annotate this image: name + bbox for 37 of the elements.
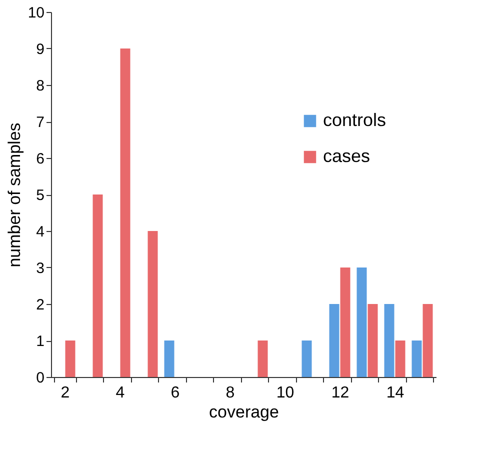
bar — [329, 304, 340, 377]
x-tick-label: 2 — [60, 384, 70, 402]
x-axis-title: coverage — [209, 402, 279, 422]
y-tick-label: 1 — [36, 333, 44, 350]
x-tick-label: 10 — [276, 384, 294, 402]
bar — [120, 48, 130, 377]
bar — [412, 340, 422, 377]
y-tick-label: 2 — [36, 296, 44, 314]
x-tick-label: 6 — [170, 384, 180, 402]
y-tick-label: 10 — [28, 4, 44, 22]
y-tick-label: 8 — [36, 78, 44, 94]
bar — [356, 268, 367, 377]
y-axis-title: number of samples — [4, 122, 24, 268]
legend-label: controls — [323, 110, 386, 130]
x-tick-label: 4 — [116, 384, 125, 402]
y-tick-label: 3 — [36, 260, 44, 277]
bar — [65, 340, 76, 377]
y-tick-label: 0 — [36, 370, 44, 386]
bar — [302, 340, 312, 377]
x-tick-label: 8 — [226, 384, 235, 402]
legend-label: cases — [323, 146, 370, 166]
y-tick-label: 4 — [36, 224, 44, 240]
bar — [340, 268, 350, 377]
bar — [164, 340, 174, 377]
y-tick-label: 5 — [36, 187, 44, 204]
y-tick-label: 6 — [36, 150, 44, 168]
bar — [422, 304, 433, 377]
bar — [384, 304, 394, 377]
bar — [395, 340, 406, 377]
y-tick-label: 9 — [36, 41, 44, 58]
x-tick-label: 14 — [386, 384, 404, 402]
bar — [368, 304, 378, 377]
bar — [92, 194, 103, 377]
bar — [258, 340, 268, 377]
x-tick-label: 12 — [331, 384, 350, 402]
y-tick-label: 7 — [36, 114, 44, 131]
bar — [148, 231, 158, 377]
